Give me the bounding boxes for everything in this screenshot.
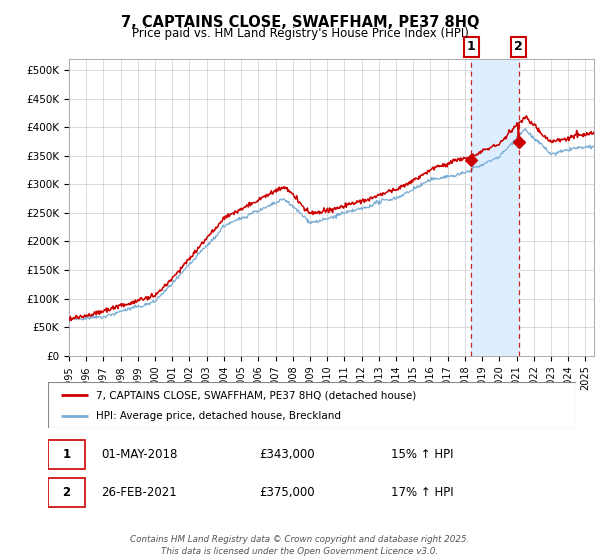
Text: 01-MAY-2018: 01-MAY-2018 [101,448,177,461]
Text: Price paid vs. HM Land Registry's House Price Index (HPI): Price paid vs. HM Land Registry's House … [131,27,469,40]
Text: 17% ↑ HPI: 17% ↑ HPI [391,486,454,499]
FancyBboxPatch shape [48,440,85,469]
Text: 7, CAPTAINS CLOSE, SWAFFHAM, PE37 8HQ (detached house): 7, CAPTAINS CLOSE, SWAFFHAM, PE37 8HQ (d… [95,390,416,400]
Text: 1: 1 [467,40,476,53]
Text: 7, CAPTAINS CLOSE, SWAFFHAM, PE37 8HQ: 7, CAPTAINS CLOSE, SWAFFHAM, PE37 8HQ [121,15,479,30]
Text: Contains HM Land Registry data © Crown copyright and database right 2025.
This d: Contains HM Land Registry data © Crown c… [130,535,470,556]
FancyBboxPatch shape [48,478,85,507]
Text: 2: 2 [62,486,71,499]
Text: HPI: Average price, detached house, Breckland: HPI: Average price, detached house, Brec… [95,410,341,421]
Text: 15% ↑ HPI: 15% ↑ HPI [391,448,454,461]
Bar [471,59,518,356]
Text: 26-FEB-2021: 26-FEB-2021 [101,486,176,499]
Text: 2: 2 [514,40,523,53]
Text: £375,000: £375,000 [259,486,315,499]
Text: 1: 1 [62,448,71,461]
Text: £343,000: £343,000 [259,448,315,461]
